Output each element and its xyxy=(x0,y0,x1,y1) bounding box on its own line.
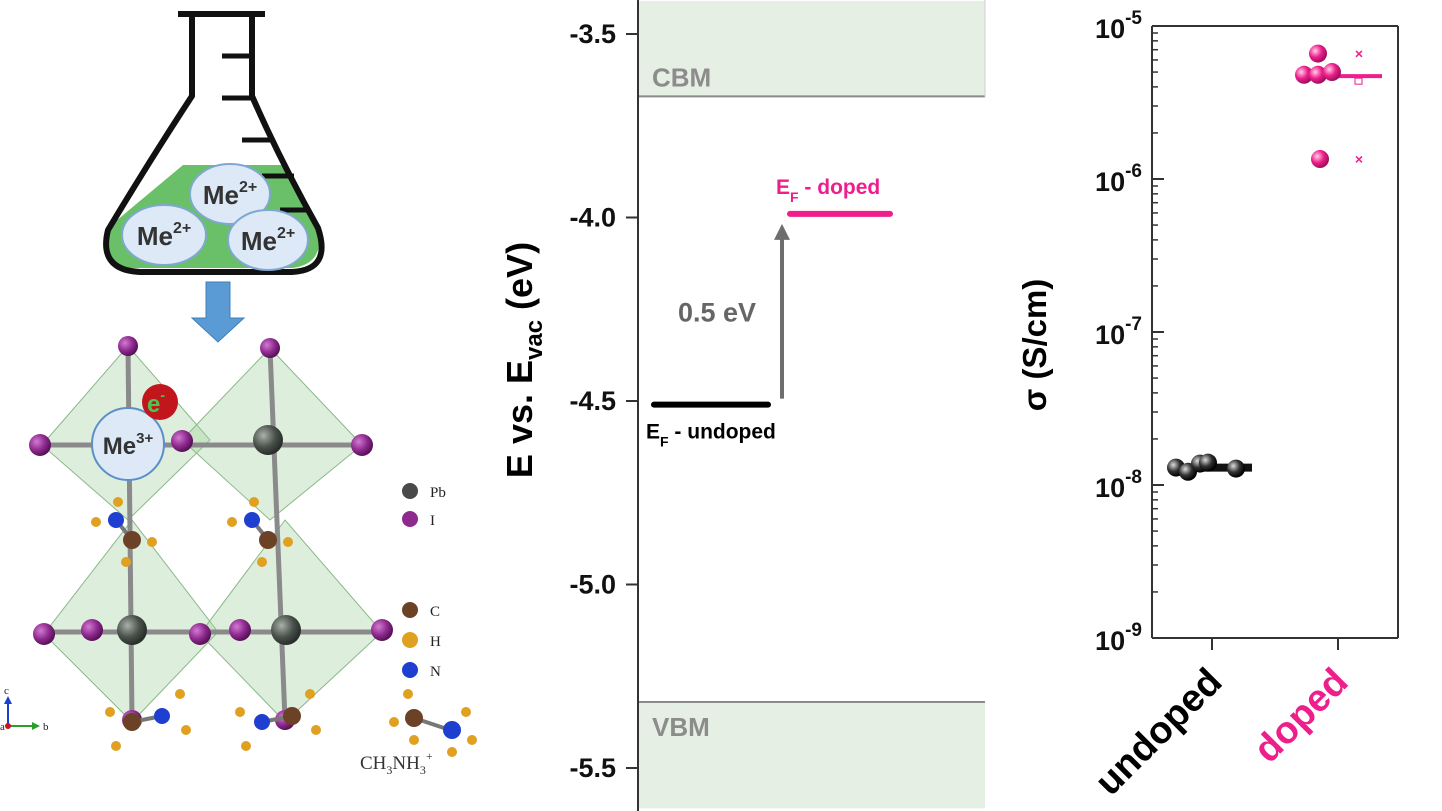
data-point-doped xyxy=(1295,65,1313,84)
data-point-doped xyxy=(1309,44,1327,63)
legend-label-i: I xyxy=(430,513,435,529)
y-tick-label: -5.5 xyxy=(569,753,616,783)
electron-charge: - xyxy=(160,387,165,403)
molecule-sub: 3 xyxy=(386,763,392,777)
outlier-marker: × xyxy=(1355,46,1363,62)
y-tick-base: 10 xyxy=(1095,473,1125,503)
band-label-vbm: VBM xyxy=(652,712,710,742)
legend-label-pb: Pb xyxy=(430,485,446,501)
y-axis-title-sub: vac xyxy=(521,320,548,360)
y-tick-label: -4.0 xyxy=(569,203,616,233)
y-tick-label: 10-8 xyxy=(1095,467,1142,503)
shift-arrow-head xyxy=(774,223,790,240)
flask-graduations xyxy=(222,53,308,213)
y-tick-label: 10-6 xyxy=(1095,161,1142,197)
shift-label: 0.5 eV xyxy=(678,297,756,327)
electron: e- xyxy=(142,384,178,420)
y-tick-base: 10 xyxy=(1095,14,1125,44)
axis-b-label: b xyxy=(43,721,49,733)
ion-label: Me xyxy=(241,226,277,256)
fermi-label-sub: F xyxy=(660,434,669,450)
molecule-label: CH xyxy=(360,753,387,774)
data-point-undoped xyxy=(1227,459,1245,478)
dopant-label: Me xyxy=(103,433,136,460)
ion-label: Me xyxy=(203,180,239,210)
dopant-charge: 3+ xyxy=(136,430,153,447)
methylammonium-molecules xyxy=(91,497,321,751)
y-tick-exponent: -7 xyxy=(1125,314,1142,335)
legend-molecule: CH3NH3+ xyxy=(360,689,477,777)
svg-text:e-: e- xyxy=(147,387,165,418)
y-tick-label: 10-7 xyxy=(1095,314,1142,350)
y-axis-title: σ (S/cm) xyxy=(1016,279,1053,412)
y-tick-label: 10-5 xyxy=(1095,8,1142,44)
y-tick-exponent: -6 xyxy=(1125,161,1142,182)
band-cbm xyxy=(638,0,985,97)
y-tick-base: 10 xyxy=(1095,626,1125,656)
y-tick-exponent: -5 xyxy=(1125,8,1142,29)
x-tick-label: doped xyxy=(1246,661,1356,771)
fermi-label-main: E xyxy=(776,176,790,199)
y-tick-exponent: -9 xyxy=(1125,620,1142,641)
ion-me2-right: Me2+ xyxy=(227,209,309,271)
molecule-sub2: 3 xyxy=(420,763,426,777)
flask-outline xyxy=(103,11,325,275)
y-axis-title-unit: (eV) xyxy=(499,242,540,320)
axis-a-label: a xyxy=(0,721,5,733)
outlier-marker: × xyxy=(1355,151,1363,167)
axes-indicator: c b a xyxy=(0,685,49,733)
ion-charge: 2+ xyxy=(173,220,191,237)
fermi-label-rest: - undoped xyxy=(669,421,776,444)
legend-label-c: C xyxy=(430,604,440,620)
data-point-doped xyxy=(1323,63,1341,82)
ion-label: Me xyxy=(137,221,173,251)
legend-label-n: N xyxy=(430,664,441,680)
axis-c-label: c xyxy=(4,685,9,697)
flask-illustration: Me2+ Me2+ Me2+ xyxy=(103,11,325,343)
lead-atoms xyxy=(117,425,301,645)
y-tick-exponent: -8 xyxy=(1125,467,1142,488)
y-axis-title-main: E vs. E xyxy=(499,360,540,478)
x-tick-label: undoped xyxy=(1087,661,1230,804)
y-tick-base: 10 xyxy=(1095,167,1125,197)
dopant-me3: Me3+ xyxy=(91,407,165,481)
ion-me2-top: Me2+ xyxy=(189,163,271,225)
electron-label: e xyxy=(147,391,160,418)
data-point-doped xyxy=(1309,65,1327,84)
fermi-label-rest: - doped xyxy=(799,176,881,199)
band-vbm xyxy=(638,701,985,809)
atom-legend: Pb I C H N xyxy=(402,483,446,680)
data-point-doped xyxy=(1311,150,1329,169)
svg-text:Me3+: Me3+ xyxy=(103,430,154,460)
ion-charge: 2+ xyxy=(239,179,257,196)
data-point-undoped xyxy=(1199,453,1217,472)
y-tick-label: -4.5 xyxy=(569,386,616,416)
octahedra xyxy=(41,345,383,723)
conductivity-chart: 10-510-610-710-810-9σ (S/cm)undoped doped… xyxy=(1016,8,1399,804)
y-tick-label: 10-9 xyxy=(1095,620,1142,656)
svg-text:Me2+: Me2+ xyxy=(241,225,295,256)
band-label-cbm: CBM xyxy=(652,62,711,92)
svg-text:Me2+: Me2+ xyxy=(203,179,257,210)
crystal-structure: Me3+ e- Pb I C H N xyxy=(0,336,477,777)
box-marker xyxy=(1354,77,1363,85)
y-axis-title: E vs. Evac (eV) xyxy=(499,242,548,478)
y-tick-label: -3.5 xyxy=(569,19,616,49)
y-tick-label: -5.0 xyxy=(569,570,616,600)
down-arrow-icon xyxy=(190,281,246,343)
fermi-label-undoped: EF - undoped xyxy=(646,421,776,450)
fermi-label-sub: F xyxy=(790,189,799,205)
molecule-label2: NH xyxy=(392,753,420,774)
energy-level-chart: CBM VBM -3.5 -4.0 -4.5 -5.0 -5.5 E vs. Evac (eV… xyxy=(499,0,986,811)
fermi-label-main: E xyxy=(646,421,660,444)
y-tick-base: 10 xyxy=(1095,320,1125,350)
svg-text:CH3NH3+: CH3NH3+ xyxy=(360,749,433,777)
ion-me2-left: Me2+ xyxy=(121,204,207,266)
svg-text:Me2+: Me2+ xyxy=(137,220,191,251)
ion-charge: 2+ xyxy=(277,225,295,242)
molecule-sup: + xyxy=(426,749,433,763)
fermi-label-doped: EF - doped xyxy=(776,176,880,205)
legend-label-h: H xyxy=(430,634,441,650)
